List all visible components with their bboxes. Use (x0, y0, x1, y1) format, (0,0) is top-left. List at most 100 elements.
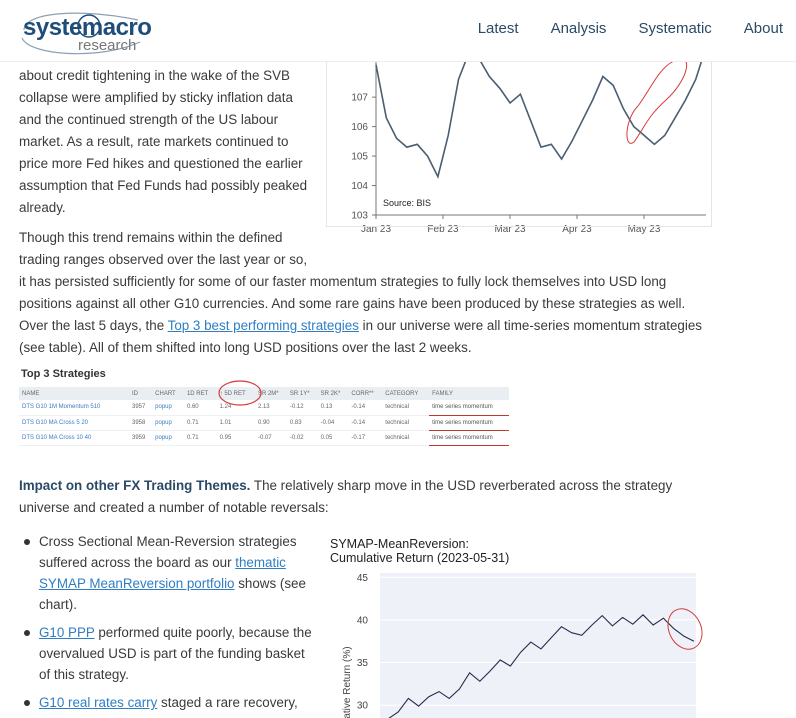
cell-sr-2k: 0.13 (317, 400, 349, 416)
col-5d-ret[interactable]: ↑ 5D RET (216, 387, 255, 400)
bullet-text: G10 PPP performed quite poorly, because … (39, 622, 319, 643)
cell-sr-1y: 0.83 (286, 415, 318, 431)
top-strategies-link[interactable]: Top 3 best performing strategies (167, 318, 359, 333)
y-tick-label: 103 (351, 211, 368, 222)
table-row: DTS G10 1M Momentum 510 3957 popup 0.60 … (19, 400, 509, 416)
para-line: (see table). All of them shifted into lo… (19, 340, 472, 355)
cell-id: 3959 (129, 430, 153, 446)
col-sr-1y[interactable]: SR 1Y* (286, 387, 318, 400)
g10-real-rates-carry-link[interactable]: G10 real rates carry (39, 695, 158, 710)
para-line: Though this trend remains within the def… (19, 230, 283, 245)
site-header: systemacro research Latest Analysis Syst… (0, 0, 796, 62)
cell-name[interactable]: DTS G10 1M Momentum 510 (19, 400, 129, 416)
cell-sr-2m: -0.07 (254, 430, 287, 446)
bullet-dot (24, 700, 30, 706)
nav-about[interactable]: About (743, 20, 783, 37)
cell-category: technical (382, 415, 430, 431)
bullet-text: SYMAP MeanReversion portfolio shows (see (39, 573, 319, 594)
cell-5d-ret: 1.24 (216, 400, 255, 416)
y-tick-label: 35 (357, 658, 369, 669)
bullet-text: overvalued USD is part of the funding ba… (39, 646, 305, 661)
cell-sr-1y: -0.12 (286, 400, 318, 416)
col-sr-2k[interactable]: SR 2K* (317, 387, 349, 400)
y-tick-label: 104 (351, 181, 368, 192)
cell-sr-2m: 0.90 (254, 415, 287, 431)
col-name[interactable]: NAME (19, 387, 129, 400)
cell-1d-ret: 0.60 (183, 400, 217, 416)
strategies-grid: NAME ID CHART 1D RET ↑ 5D RET SR 2M* SR … (19, 387, 509, 446)
para-line: Over the last 5 days, the Top 3 best per… (19, 315, 739, 337)
impact-text: The relatively sharp move in the USD rev… (250, 478, 673, 493)
logo[interactable]: systemacro research (20, 8, 152, 56)
cell-corr: -0.14 (348, 400, 383, 416)
dollar-index-series-line (375, 46, 707, 179)
cell-family: time series momentum (429, 400, 509, 416)
cell-id: 3958 (129, 415, 153, 431)
bullet-dot (24, 630, 30, 636)
bullet-text: chart). (39, 597, 77, 612)
g10-ppp-link[interactable]: G10 PPP (39, 625, 95, 640)
col-1d-ret[interactable]: 1D RET (183, 387, 217, 400)
intro-paragraph: about credit tightening in the wake of t… (19, 65, 319, 219)
impact-paragraph: Impact on other FX Trading Themes. The r… (19, 475, 739, 519)
intro-line: assumption that Fed Funds had possibly p… (19, 178, 308, 193)
cell-name[interactable]: DTS G10 MA Cross 10 40 (19, 430, 129, 446)
col-sr-2m[interactable]: SR 2M* (254, 387, 287, 400)
top-strategies-table: Top 3 Strategies NAME ID CHART 1D RET ↑ … (19, 365, 511, 447)
annotation-circle (626, 58, 688, 144)
y-axis-label: Cumulative Return (%) (342, 646, 353, 718)
x-tick-label: Jan 23 (361, 224, 391, 235)
intro-line: and the continued strength of the US lab… (19, 112, 279, 127)
symap-meanreversion-link[interactable]: SYMAP MeanReversion portfolio (39, 576, 235, 591)
cell-sr-2m: 2.13 (254, 400, 287, 416)
intro-line: about credit tightening in the wake of t… (19, 68, 290, 83)
table-header-row: NAME ID CHART 1D RET ↑ 5D RET SR 2M* SR … (19, 387, 509, 400)
cell-1d-ret: 0.71 (183, 430, 217, 446)
cell-5d-ret: 0.95 (216, 430, 255, 446)
bullet-dot (24, 539, 30, 545)
chart-frame (326, 50, 712, 227)
bullet-text: G10 real rates carry staged a rare recov… (39, 692, 319, 713)
col-chart[interactable]: CHART (152, 387, 184, 400)
y-tick-label: 30 (357, 701, 369, 712)
para-line: it has persisted sufficiently for some o… (19, 274, 667, 289)
impact-heading: Impact on other FX Trading Themes. (19, 478, 251, 493)
col-id[interactable]: ID (129, 387, 153, 400)
col-family[interactable]: FAMILY (429, 387, 509, 400)
thematic-link[interactable]: thematic (235, 555, 286, 570)
bullet-text: Cross Sectional Mean-Reversion strategie… (39, 534, 297, 549)
cell-chart-link[interactable]: popup (152, 430, 184, 446)
bullet-text: shows (see (234, 576, 306, 591)
cell-name[interactable]: DTS G10 MA Cross 5 20 (19, 415, 129, 431)
col-category[interactable]: CATEGORY (382, 387, 430, 400)
cell-chart-link[interactable]: popup (152, 400, 184, 416)
momentum-paragraph: Though this trend remains within the def… (19, 227, 739, 359)
cell-sr-2k: -0.04 (317, 415, 349, 431)
cell-sr-2k: 0.05 (317, 430, 349, 446)
nav-latest[interactable]: Latest (477, 20, 519, 37)
nav-analysis[interactable]: Analysis (550, 20, 607, 37)
table-row: DTS G10 MA Cross 10 40 3959 popup 0.71 0… (19, 430, 509, 446)
list-item: G10 PPP performed quite poorly, because … (19, 622, 319, 685)
cell-corr: -0.14 (348, 415, 383, 431)
para-text: in our universe were all time-series mom… (358, 318, 702, 333)
nav-systematic[interactable]: Systematic (638, 20, 712, 37)
cell-family: time series momentum (429, 430, 509, 446)
bullet-text: suffered across the board as our (39, 555, 236, 570)
logo-wordmark: systemacro (23, 14, 152, 41)
themes-list: Cross Sectional Mean-Reversion strategie… (19, 531, 319, 718)
cell-chart-link[interactable]: popup (152, 415, 184, 431)
chart-title-line: SYMAP-MeanReversion: (330, 537, 469, 551)
logo-subtitle: research (78, 37, 137, 54)
main-nav: Latest Analysis Systematic About (446, 20, 796, 37)
col-corr[interactable]: CORR** (348, 387, 383, 400)
list-item: G10 real rates carry staged a rare recov… (19, 692, 319, 713)
x-tick-label: Apr 23 (562, 224, 592, 235)
x-tick-label: Mar 23 (494, 224, 526, 235)
cell-sr-1y: -0.02 (286, 430, 318, 446)
cumulative-return-line (388, 614, 695, 718)
cell-family: time series momentum (429, 415, 509, 431)
chart-subtitle-line: Cumulative Return (2023-05-31) (330, 551, 510, 565)
list-item: Cross Sectional Mean-Reversion strategie… (19, 531, 319, 615)
intro-line: already. (19, 200, 66, 215)
